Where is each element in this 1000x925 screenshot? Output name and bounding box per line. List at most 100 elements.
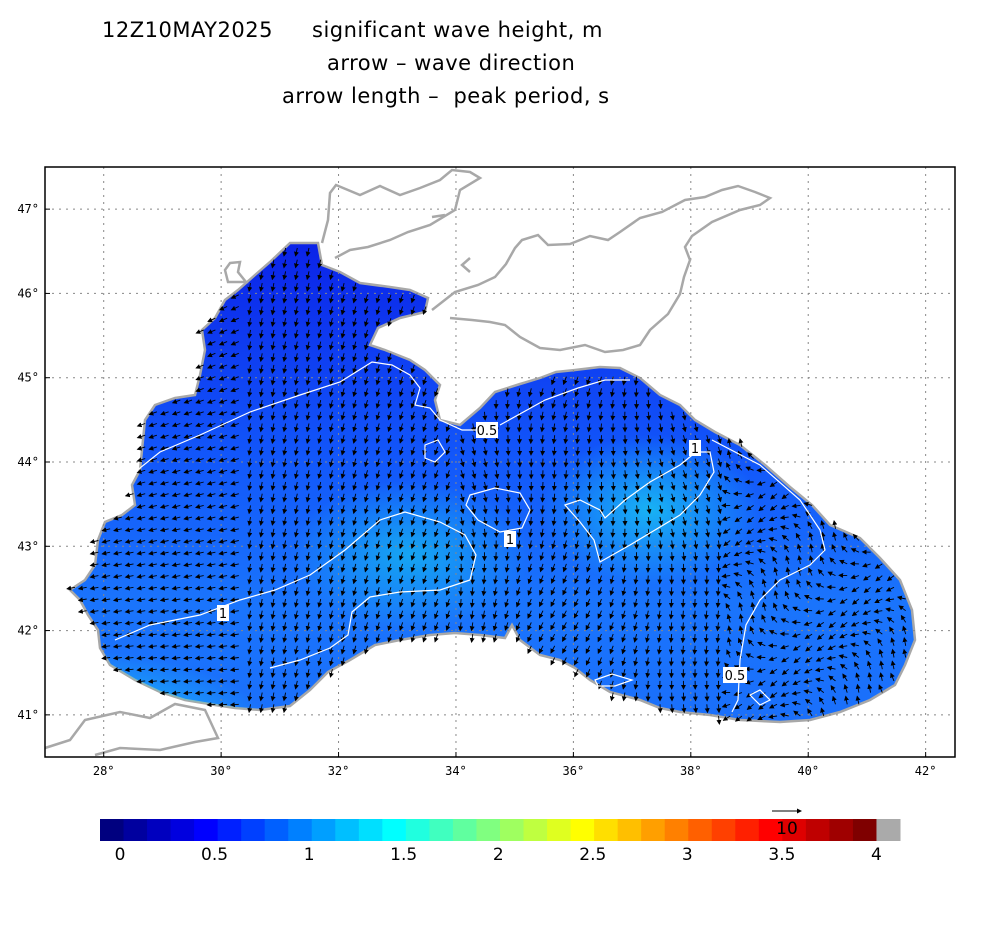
wave-arrow [434,388,439,397]
colorbar-swatch [288,819,313,841]
wave-arrow [282,283,288,292]
wave-arrow [294,283,299,292]
wave-arrow [563,528,569,538]
wave-arrow [598,388,603,398]
wave-arrow [270,306,276,316]
wave-arrow [574,528,580,538]
wave-arrow [259,341,264,351]
wave-arrow [352,353,358,362]
wave-arrow [364,458,369,468]
wave-arrow [598,411,604,421]
wave-arrow [328,435,334,444]
wave-arrow [505,446,511,456]
wave-arrow [328,341,334,351]
wave-arrow [340,388,346,398]
wave-arrow [482,481,488,491]
wave-arrow [387,435,393,444]
wave-arrow [575,470,581,480]
wave-arrow [259,294,264,304]
wave-arrow [218,480,228,486]
wave-arrow [633,376,639,386]
wave-arrow [399,294,404,304]
wave-arrow [317,423,323,433]
wave-arrow [230,305,239,311]
wave-arrow [705,446,711,456]
wave-arrow [183,445,193,451]
wave-arrow [387,318,393,327]
wave-arrow [528,435,534,445]
wave-arrow [230,527,239,533]
colorbar-swatch [664,819,689,841]
wave-arrow [410,423,416,433]
wave-arrow [247,376,253,386]
wave-arrow [230,445,239,451]
wave-arrow [340,516,346,526]
wave-arrow [598,528,604,538]
wave-arrow [282,528,288,538]
wave-arrow [375,435,381,444]
wave-arrow [422,388,428,397]
wave-arrow [294,458,299,468]
wave-arrow [270,341,276,351]
wave-arrow [317,306,323,316]
colorbar-swatch [852,819,877,841]
wave-arrow [399,481,404,491]
wave-arrow [305,306,311,316]
wave-arrow [183,422,193,428]
wave-arrow [113,527,122,533]
wave-arrow [218,492,228,498]
wave-arrow [305,505,311,515]
colorbar-swatch [217,819,242,841]
wave-arrow [610,528,616,538]
wave-arrow [528,400,533,409]
wave-arrow [195,445,204,451]
wave-arrow [305,399,311,409]
wave-arrow [218,469,228,474]
wave-arrow [352,318,358,327]
wave-arrow [364,411,369,421]
wave-arrow [768,516,778,522]
wave-arrow [259,364,264,374]
wave-arrow [230,492,239,498]
wave-arrow [563,470,569,480]
contour-label: 1 [219,607,227,622]
wave-arrow [756,481,766,486]
wave-arrow [148,480,158,486]
wave-arrow [551,517,557,526]
wave-arrow [668,598,674,608]
wave-arrow [434,481,439,491]
wave-arrow [230,399,239,404]
wave-arrow [704,657,710,667]
wave-arrow [294,247,299,257]
colorbar-swatch [688,819,713,841]
wave-arrow [375,399,381,409]
wave-arrow [270,423,276,433]
wave-arrow [364,423,369,433]
wave-arrow [471,435,477,444]
wave-arrow [230,340,239,346]
wave-arrow [259,306,264,316]
wave-arrow [727,438,732,447]
wave-arrow [340,318,346,327]
wave-arrow [328,399,334,409]
wave-arrow [294,294,299,304]
wave-arrow [598,400,604,409]
wave-arrow [247,364,253,374]
wave-arrow [340,282,346,292]
wave-arrow [622,458,628,468]
wave-arrow [723,475,731,483]
wave-arrow [340,481,346,491]
wave-arrow [494,493,500,503]
wave-arrow [434,470,439,479]
wave-arrow [259,517,264,526]
wave-arrow [247,318,253,328]
wave-arrow [352,458,358,468]
colorbar-swatch [123,819,148,841]
wave-arrow [195,434,204,439]
wave-arrow [270,376,276,386]
wave-arrow [317,341,323,351]
wave-arrow [574,388,580,397]
wave-arrow [282,481,288,491]
coast-azov-north [431,184,773,354]
wave-arrow [183,410,193,416]
